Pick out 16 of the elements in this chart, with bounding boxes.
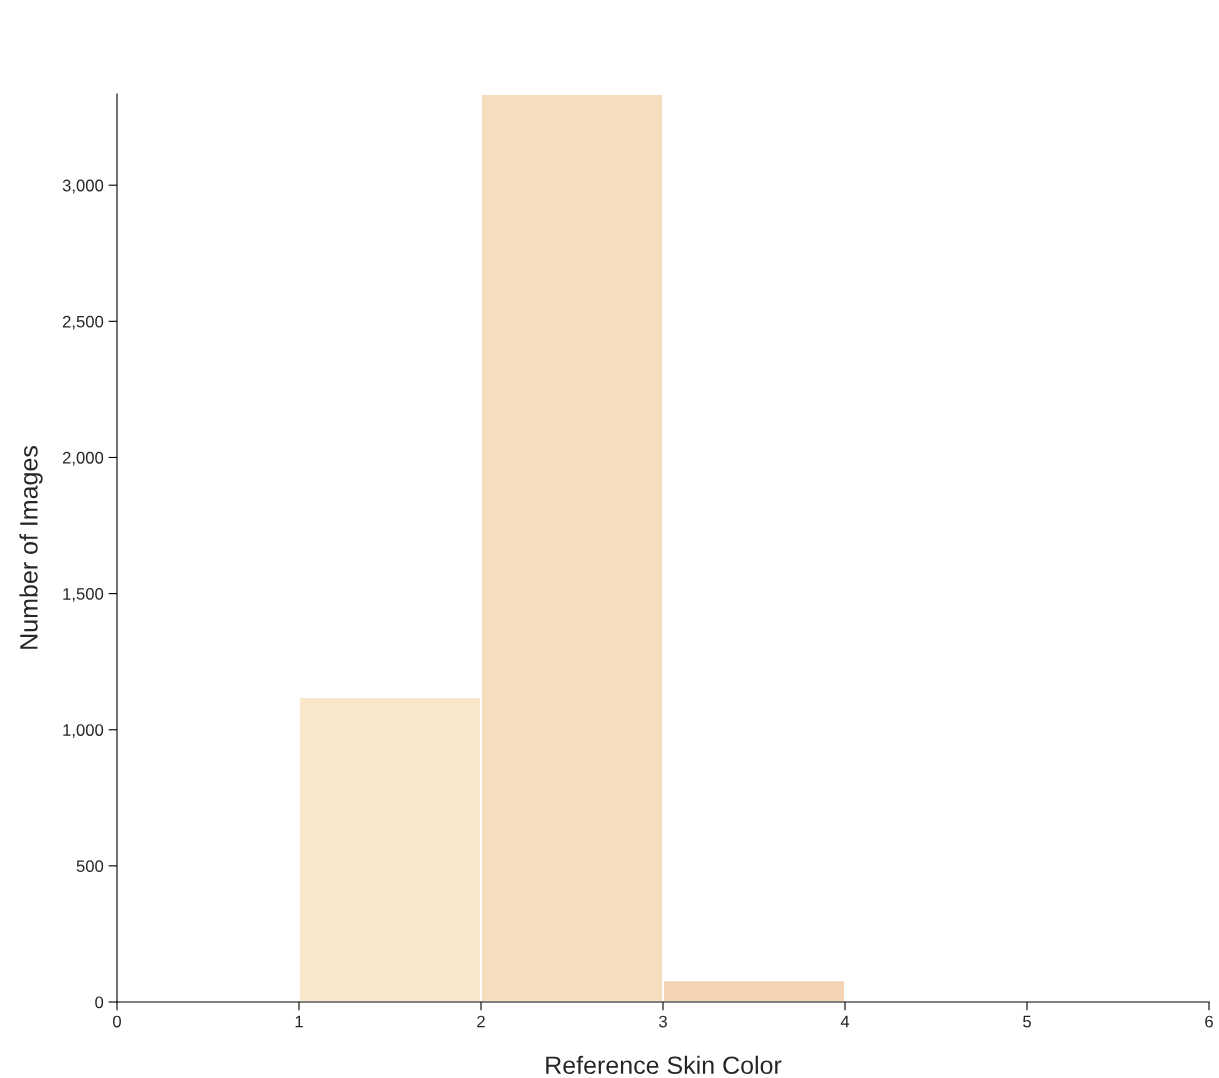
y-tick-label: 1,000 (63, 724, 104, 738)
x-tick-label: 5 (1023, 1015, 1031, 1028)
x-axis-title: Reference Skin Color (546, 1055, 782, 1075)
y-tick-label: 3,000 (62, 179, 104, 194)
x-tick-label: 4 (840, 1015, 850, 1028)
y-tick-label: 0 (95, 996, 104, 1009)
y-tick-label: 2,500 (62, 315, 104, 330)
x-tick-label: 3 (659, 1015, 667, 1028)
x-tick-label: 1 (295, 1015, 303, 1028)
y-tick-label: 500 (76, 860, 104, 873)
y-tick-label: 1,500 (63, 588, 104, 602)
y-axis-title: Number of Images (19, 446, 43, 649)
x-tick-label: 6 (1205, 1015, 1213, 1028)
x-tick-label: 0 (113, 1015, 121, 1028)
y-tick-label: 2,000 (62, 451, 104, 466)
x-tick-label: 2 (477, 1015, 485, 1028)
